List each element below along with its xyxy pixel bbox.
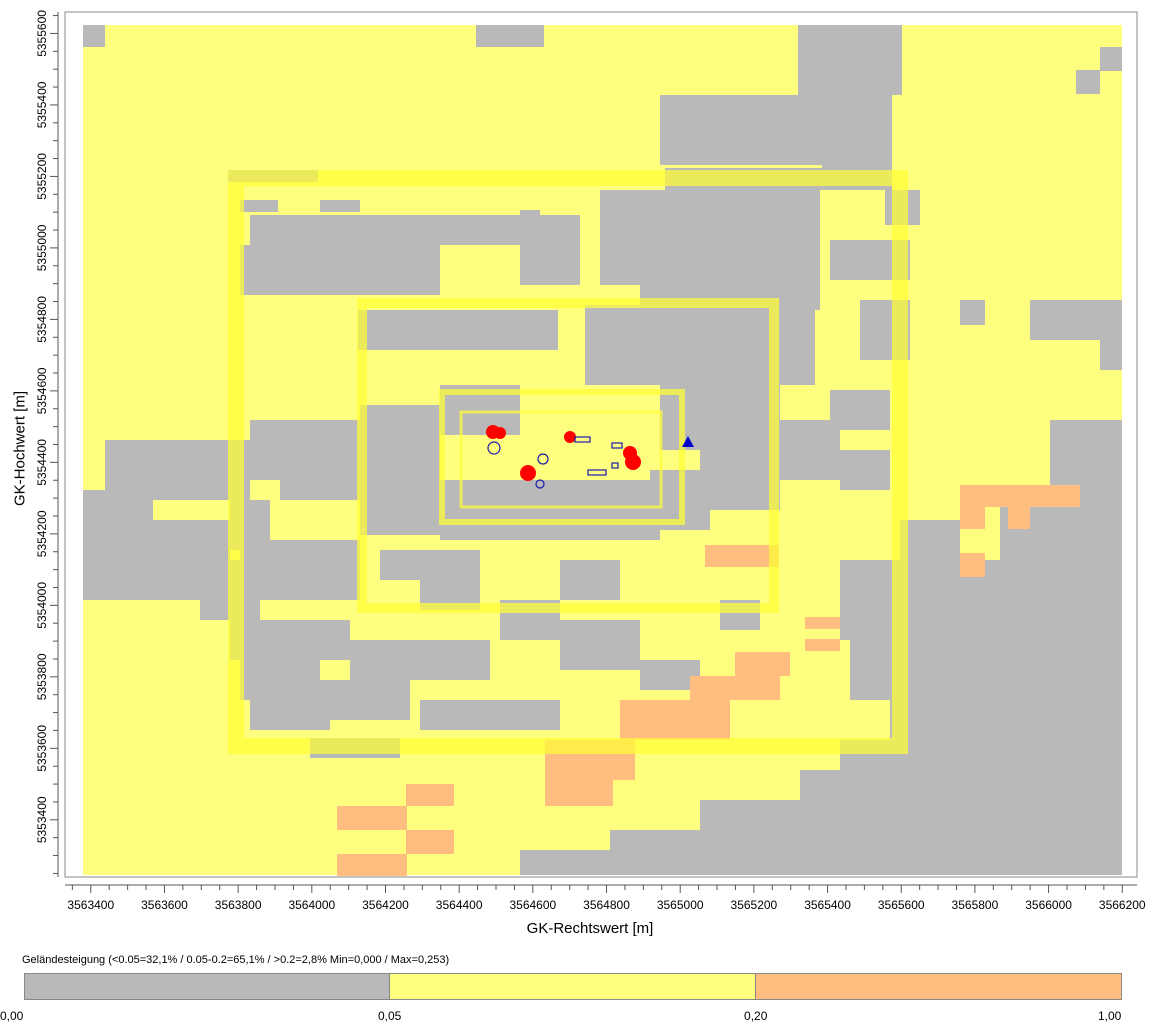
emission-sources <box>486 425 641 481</box>
legend-tick-label: 1,00 <box>1098 1009 1122 1023</box>
x-tick-label: 3564000 <box>288 898 335 912</box>
y-tick-label: 5354000 <box>35 582 49 629</box>
y-tick-label: 5354400 <box>35 439 49 486</box>
x-tick-label: 3565200 <box>731 898 778 912</box>
y-tick-label: 5354200 <box>35 510 49 557</box>
y-tick-label: 5355400 <box>35 81 49 128</box>
legend-segment <box>25 974 391 999</box>
x-tick-label: 3565000 <box>657 898 704 912</box>
x-tick-label: 3564800 <box>583 898 630 912</box>
legend-segment <box>390 974 756 999</box>
x-tick-label: 3563800 <box>215 898 262 912</box>
terrain-slope-map: 3563400 3563600 3563800 3564000 3564200 35644… <box>35 10 1146 912</box>
x-tick-label: 3564200 <box>362 898 409 912</box>
legend-color-bar <box>24 973 1122 1000</box>
plot-frame <box>64 11 1138 878</box>
legend-tick-label: 0,20 <box>744 1009 768 1023</box>
y-tick-label: 5355600 <box>35 10 49 57</box>
x-tick-label: 3565600 <box>878 898 925 912</box>
x-tick-label: 3565400 <box>804 898 851 912</box>
x-tick-label: 3563600 <box>141 898 188 912</box>
legend-title: Geländesteigung (<0.05=32,1% / 0.05-0.2=… <box>22 954 450 966</box>
y-axis: 5353400 5353600 5353800 5354000 5354200 53544… <box>35 10 59 877</box>
x-tick-label: 3564600 <box>509 898 556 912</box>
computation-grid-outlines <box>228 170 908 754</box>
y-tick-label: 5355000 <box>35 224 49 271</box>
y-tick-label: 5353400 <box>35 796 49 843</box>
x-tick-label: 3566200 <box>1099 898 1146 912</box>
building-outlines <box>487 436 623 489</box>
x-tick-label: 3566000 <box>1025 898 1072 912</box>
legend-tick-label: 0,00 <box>0 1009 24 1023</box>
x-axis: 3563400 3563600 3563800 3564000 3564200 35644… <box>65 884 1146 912</box>
y-tick-label: 5355200 <box>35 153 49 200</box>
y-tick-label: 5353800 <box>35 653 49 700</box>
x-tick-label: 3563400 <box>67 898 114 912</box>
y-tick-label: 5353600 <box>35 725 49 772</box>
x-tick-label: 3565800 <box>952 898 999 912</box>
y-axis-title: GK-Hochwert [m] <box>11 390 29 507</box>
legend-tick-label: 0,05 <box>377 1009 402 1023</box>
x-axis-title: GK-Rechtswert [m] <box>526 920 654 937</box>
x-tick-label: 3564400 <box>436 898 483 912</box>
monitoring-point-marker <box>682 436 694 447</box>
y-tick-label: 5354800 <box>35 296 49 343</box>
legend-segment <box>755 974 1121 999</box>
y-tick-label: 5354600 <box>35 367 49 414</box>
